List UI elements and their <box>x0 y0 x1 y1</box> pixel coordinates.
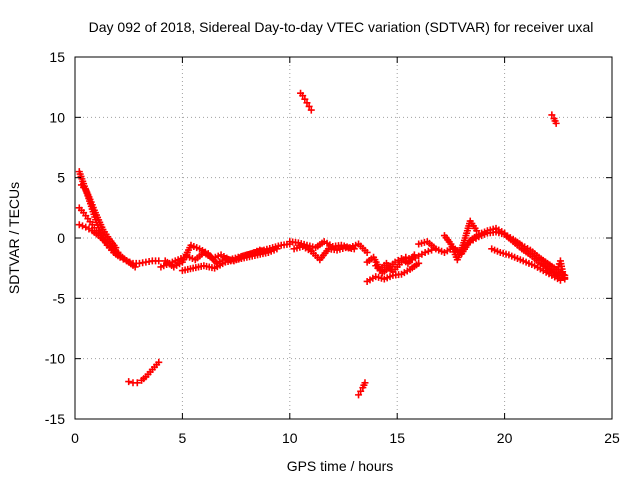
x-tick-label: 5 <box>179 430 187 446</box>
series-arc-21 <box>554 257 569 282</box>
data-point <box>133 379 141 387</box>
series-arc-22 <box>548 111 560 127</box>
data-point <box>114 248 122 256</box>
data-point <box>548 111 556 119</box>
series-arc-11 <box>297 89 315 114</box>
data-point <box>307 106 315 114</box>
data-point <box>556 276 564 284</box>
data-point-fill <box>424 247 432 255</box>
data-point <box>552 119 560 127</box>
series-arc-4 <box>75 221 122 256</box>
x-tick-label: 0 <box>71 430 79 446</box>
data-point <box>421 248 429 256</box>
series-arc-14 <box>363 259 423 285</box>
series-arc-17 <box>440 217 481 264</box>
series-arc-10 <box>290 242 358 264</box>
data-points <box>75 89 569 399</box>
data-point <box>410 251 418 259</box>
y-tick-label: -5 <box>53 290 66 306</box>
series-arc-9 <box>286 238 371 256</box>
data-point <box>125 378 133 386</box>
axis-ticks: 0 5 10 15 20 25 -15 -10 -5 0 5 10 15 <box>45 49 620 446</box>
y-tick-label: 10 <box>49 109 65 125</box>
data-point-fill <box>79 222 87 230</box>
data-point <box>264 248 272 256</box>
x-tick-label: 20 <box>497 430 513 446</box>
data-point <box>75 221 83 229</box>
y-tick-label: 15 <box>49 49 65 65</box>
data-point <box>305 102 313 110</box>
data-point <box>299 92 307 100</box>
series-arc-8 <box>178 248 272 275</box>
y-tick-label: -10 <box>45 351 65 367</box>
data-point <box>155 358 163 366</box>
y-axis-label: SDTVAR / TECUs <box>6 182 22 294</box>
data-point <box>301 95 309 103</box>
chart-title: Day 092 of 2018, Sidereal Day-to-day VTE… <box>89 19 594 35</box>
x-tick-label: 25 <box>604 430 620 446</box>
grid-lines <box>75 57 612 419</box>
data-point <box>355 391 363 399</box>
data-point <box>131 263 139 271</box>
data-point <box>273 245 281 253</box>
data-point <box>363 248 371 256</box>
y-tick-label: 5 <box>57 170 65 186</box>
series-arc-12 <box>355 379 369 399</box>
x-tick-label: 10 <box>282 430 298 446</box>
series-arc-3 <box>77 181 120 252</box>
data-point <box>357 387 365 395</box>
data-point <box>361 379 369 387</box>
data-point <box>350 245 358 253</box>
series-arc-5 <box>125 358 163 387</box>
x-axis-label: GPS time / hours <box>287 458 394 474</box>
x-tick-label: 15 <box>389 430 405 446</box>
series-arc-19 <box>488 245 564 284</box>
data-point <box>303 99 311 107</box>
data-point <box>561 274 569 282</box>
y-tick-label: -15 <box>45 411 65 427</box>
y-tick-label: 0 <box>57 230 65 246</box>
series-arc-15 <box>372 251 418 277</box>
data-point <box>155 257 163 265</box>
data-point <box>415 259 423 267</box>
data-point <box>473 227 481 235</box>
